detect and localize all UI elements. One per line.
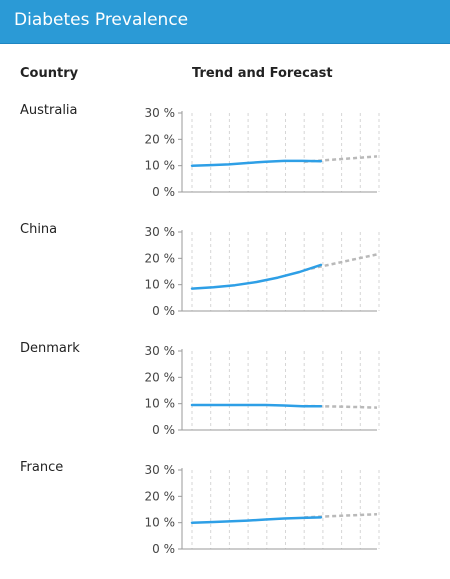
y-tick-label: 30 % xyxy=(145,344,176,358)
y-tick-label: 0 % xyxy=(152,185,175,197)
y-tick-label: 10 % xyxy=(145,397,176,411)
y-tick-label: 30 % xyxy=(145,225,176,239)
y-tick-label: 30 % xyxy=(145,463,176,477)
country-column-header: Country xyxy=(20,66,79,81)
y-tick-label: 10 % xyxy=(145,159,176,173)
forecast-trend-line xyxy=(304,404,378,409)
y-tick-label: 0 % xyxy=(152,304,175,316)
forecast-trend-line xyxy=(304,512,378,519)
country-name: Denmark xyxy=(20,341,80,356)
country-row: Denmark 30 % 20 % 10 % 0 % xyxy=(0,341,450,460)
app-header: Diabetes Prevalence xyxy=(0,0,450,44)
app-title: Diabetes Prevalence xyxy=(14,10,189,30)
actual-trend-line xyxy=(190,516,323,524)
y-tick-label: 10 % xyxy=(145,278,176,292)
y-tick-label: 20 % xyxy=(145,370,176,384)
y-tick-label: 30 % xyxy=(145,106,176,120)
actual-trend-line xyxy=(190,263,323,290)
country-name: China xyxy=(20,222,58,237)
actual-trend-line xyxy=(190,403,323,408)
trend-sparkline: 30 % 20 % 10 % 0 % xyxy=(145,106,380,197)
trend-sparkline: 30 % 20 % 10 % 0 % xyxy=(145,225,380,316)
country-row: Australia 30 % 20 % 10 % 0 % xyxy=(0,103,450,222)
y-tick-label: 20 % xyxy=(145,251,176,265)
y-tick-label: 0 % xyxy=(152,423,175,435)
country-name: Australia xyxy=(20,103,78,118)
y-tick-label: 20 % xyxy=(145,489,176,503)
y-tick-label: 20 % xyxy=(145,132,176,146)
actual-trend-line xyxy=(190,159,323,167)
trend-column-header: Trend and Forecast xyxy=(192,66,333,81)
country-row: China 30 % 20 % 10 % 0 % xyxy=(0,222,450,341)
country-row: France 30 % 20 % 10 % 0 % xyxy=(0,460,450,579)
country-name: France xyxy=(20,460,64,475)
y-tick-label: 10 % xyxy=(145,516,176,530)
trend-sparkline: 30 % 20 % 10 % 0 % xyxy=(145,344,380,435)
forecast-trend-line xyxy=(303,253,378,272)
forecast-trend-line xyxy=(304,155,378,163)
y-tick-label: 0 % xyxy=(152,542,175,554)
trend-sparkline: 30 % 20 % 10 % 0 % xyxy=(145,463,380,554)
